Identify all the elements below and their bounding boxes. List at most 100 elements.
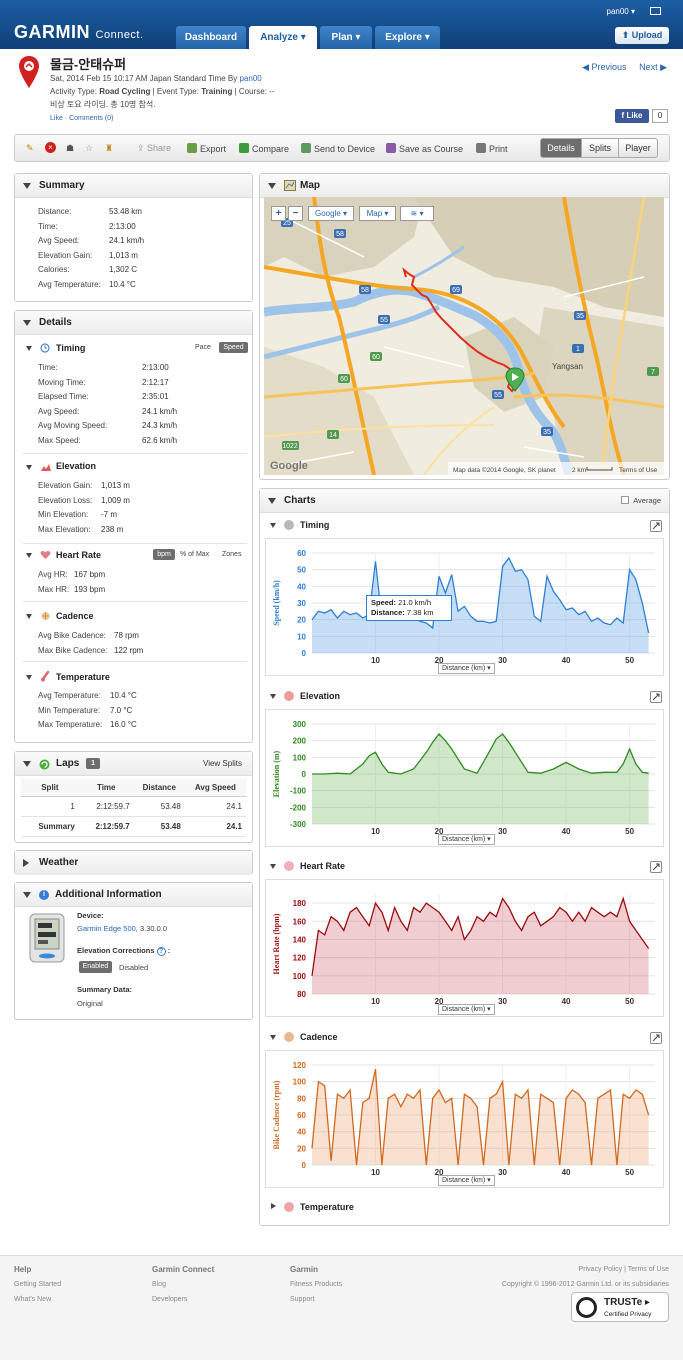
expand-chart-icon[interactable] [650,861,662,873]
map-header[interactable]: Map [260,174,669,198]
series-line[interactable] [311,1069,650,1166]
speed-toggle[interactable]: Speed [219,342,248,353]
footer-getting-started-link[interactable]: Getting Started [14,1281,62,1288]
footer-privacy-terms-link[interactable]: Privacy Policy | Terms of Use [578,1266,669,1273]
compare-button[interactable]: Compare [239,143,289,154]
expand-chart-icon[interactable] [650,520,662,532]
chart-collapse-icon[interactable] [270,1035,276,1040]
pct-max-toggle[interactable]: % of Max [180,551,210,558]
laps-column-header[interactable]: Time [78,779,134,797]
elevation-collapse-icon[interactable] [26,465,32,470]
weather-header[interactable]: Weather [15,851,252,875]
pace-toggle[interactable]: Pace [195,344,211,351]
fb-like-button[interactable]: f Like [615,109,649,123]
footer-fitness-link[interactable]: Fitness Products [290,1281,343,1288]
average-toggle[interactable]: Average [621,489,661,513]
print-button[interactable]: Print [476,143,508,154]
map-terms-link[interactable]: Terms of Use [619,467,658,474]
laps-row[interactable]: Summary 2:12:59.7 53.48 24.1 [21,816,246,837]
laps-row[interactable]: 1 2:12:59.7 53.48 24.1 [21,796,246,817]
chart-collapse-icon[interactable] [270,523,276,528]
comments-link[interactable]: Comments (0) [69,115,114,122]
previous-link[interactable]: ◀ Previous [582,62,627,72]
truste-badge[interactable]: TRUSTe ▸ Certified Privacy [571,1292,669,1322]
activity-type-value[interactable]: Road Cycling [99,87,151,96]
elev-enabled-toggle[interactable]: Enabled [79,961,112,973]
chart-expand-icon[interactable] [271,1203,276,1209]
chart-collapse-icon[interactable] [270,694,276,699]
export-button[interactable]: Export [187,143,226,154]
view-details-button[interactable]: Details [540,138,582,158]
hr-collapse-icon[interactable] [26,553,32,558]
device-name-link[interactable]: Garmin Edge 500 [77,924,136,933]
laps-column-header[interactable]: Split [21,779,79,797]
favorite-icon[interactable]: ☆ [85,143,94,153]
elev-disabled-toggle[interactable]: Disabled [119,963,149,972]
laps-column-header[interactable]: Avg Speed [184,779,246,797]
privacy-icon[interactable]: ☗ [66,143,75,153]
share-button[interactable]: ⇪ Share [137,143,172,153]
footer-support-link[interactable]: Support [290,1296,315,1303]
start-marker-icon[interactable] [505,367,525,392]
activity-user-link[interactable]: pan00 [239,74,262,83]
chart-svg[interactable]: 0 20 40 60 80 100 120 10 20 30 40 50 Bike Cadence (r… [266,1051,665,1189]
badge-icon[interactable]: ♜ [105,143,114,153]
footer-whats-new-link[interactable]: What's New [14,1296,52,1303]
like-link[interactable]: Like [50,115,63,122]
activity-name[interactable]: 물금-안태슈퍼 [50,57,127,72]
facebook-like[interactable]: f Like 0 [615,109,669,123]
nav-analyze[interactable]: Analyze ▾ [249,26,317,49]
footer-blog-link[interactable]: Blog [152,1281,167,1288]
series-line[interactable] [312,732,649,775]
details-header[interactable]: Details [15,311,252,335]
x-axis-select[interactable]: Distance (km) ▾ [438,1004,495,1015]
expand-chart-icon[interactable] [650,1032,662,1044]
garmin-connect-logo[interactable]: GARMIN Connect. [14,22,144,43]
summary-header[interactable]: Summary [15,174,252,198]
chart-collapse-icon[interactable] [270,864,276,869]
delete-icon[interactable]: × [45,142,56,153]
nav-plan[interactable]: Plan ▾ [320,26,372,49]
upload-button[interactable]: ⬆ Upload [615,27,669,44]
edit-icon[interactable]: ✎ [26,143,34,153]
bpm-toggle[interactable]: bpm [153,549,175,560]
x-axis-select[interactable]: Distance (km) ▾ [438,663,495,674]
laps-column-header[interactable]: Distance [133,779,185,797]
chart-svg[interactable]: 80 100 120 140 160 180 10 20 30 40 50 Heart Rate (b… [266,880,665,1018]
map-type-select[interactable]: Map ▾ [359,206,396,221]
view-player-button[interactable]: Player [618,138,658,158]
view-splits-link[interactable]: View Splits [203,759,242,768]
timing-collapse-icon[interactable] [26,346,32,351]
x-axis-select[interactable]: Distance (km) ▾ [438,1175,495,1186]
zones-toggle[interactable]: Zones [222,551,242,558]
nav-explore[interactable]: Explore ▾ [375,26,440,49]
charts-header[interactable]: Charts Average [260,489,669,513]
nav-dashboard[interactable]: Dashboard [176,26,246,49]
chart-section-temperature[interactable]: Temperature [264,1198,664,1218]
average-checkbox[interactable] [621,496,630,504]
expand-chart-icon[interactable] [650,691,662,703]
save-as-course-button[interactable]: Save as Course [386,143,463,154]
view-splits-button[interactable]: Splits [581,138,619,158]
additional-header[interactable]: i Additional Information [15,883,252,907]
send-to-device-button[interactable]: Send to Device [301,143,375,154]
zoom-out-button[interactable]: − [288,206,303,221]
temp-collapse-icon[interactable] [26,675,32,680]
mail-icon[interactable] [650,7,661,15]
x-axis-select[interactable]: Distance (km) ▾ [438,834,495,845]
route-map[interactable]: 25 58 58 69 35 55 1 60 60 55 35 14 7 102… [264,197,664,475]
zoom-in-button[interactable]: + [271,206,286,221]
footer-developers-link[interactable]: Developers [152,1296,188,1303]
map-layers-select[interactable]: ≋ ▾ [400,206,434,221]
series-line[interactable] [311,896,650,976]
event-type-value[interactable]: Training [201,87,233,96]
activity-description[interactable]: 비상 토요 라이딩. 총 10명 참석. [50,100,156,109]
chart-svg[interactable]: 0 10 20 30 40 50 60 10 20 30 40 50 Speed (km/h) [266,539,665,677]
laps-header[interactable]: Laps 1 View Splits [15,752,252,776]
map-provider-select[interactable]: Google ▾ [308,206,354,221]
help-icon[interactable]: ? [156,947,166,956]
chart-svg[interactable]: -300 -200 -100 0 100 200 300 10 20 30 40 50 Elevatio… [266,710,665,848]
next-link[interactable]: Next ▶ [639,62,667,72]
cadence-collapse-icon[interactable] [26,614,32,619]
user-menu[interactable]: pan00 ▾ [606,7,636,16]
